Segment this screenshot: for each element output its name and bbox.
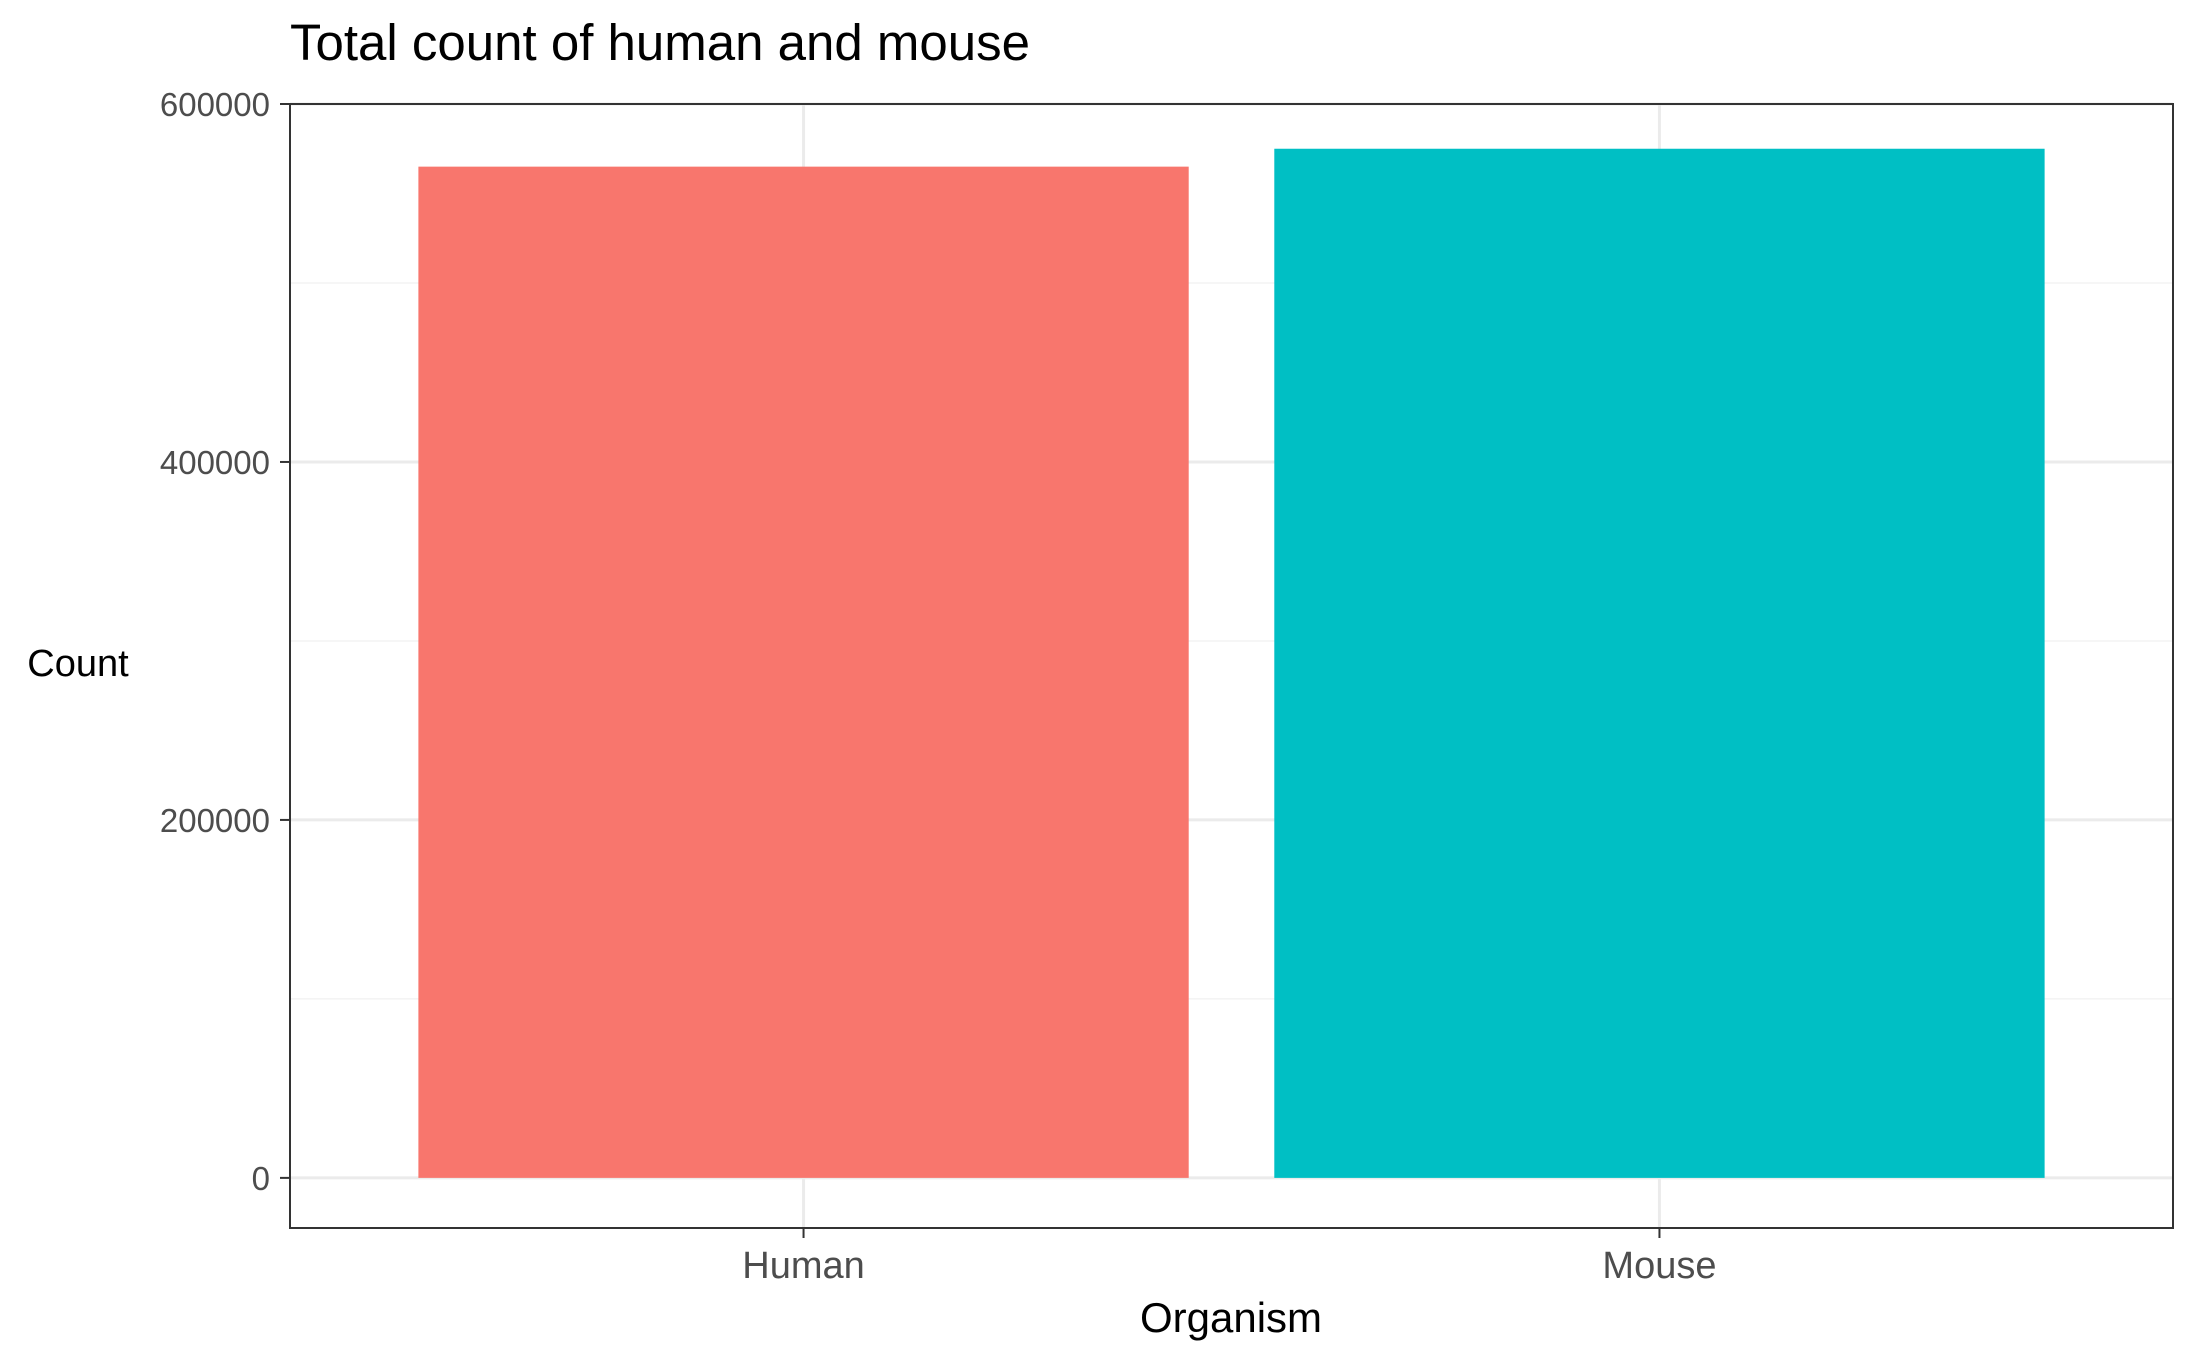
y-axis-label: Count [27,643,129,685]
x-tick-label-human: Human [742,1245,865,1287]
y-tick-label: 400000 [160,444,270,481]
y-tick-label: 600000 [160,86,270,123]
chart-title: Total count of human and mouse [290,14,1030,71]
plot-panel-border [289,103,2174,1229]
bar-human [418,166,1189,1178]
x-axis-label: Organism [1140,1294,1322,1341]
axes: 0 200000 400000 600000 Human Mouse [160,86,1717,1287]
y-tick-label: 200000 [160,802,270,839]
bars [418,148,2045,1178]
y-tick-label: 0 [252,1160,270,1197]
x-tick-label-mouse: Mouse [1602,1245,1716,1287]
bar-mouse [1274,148,2045,1178]
